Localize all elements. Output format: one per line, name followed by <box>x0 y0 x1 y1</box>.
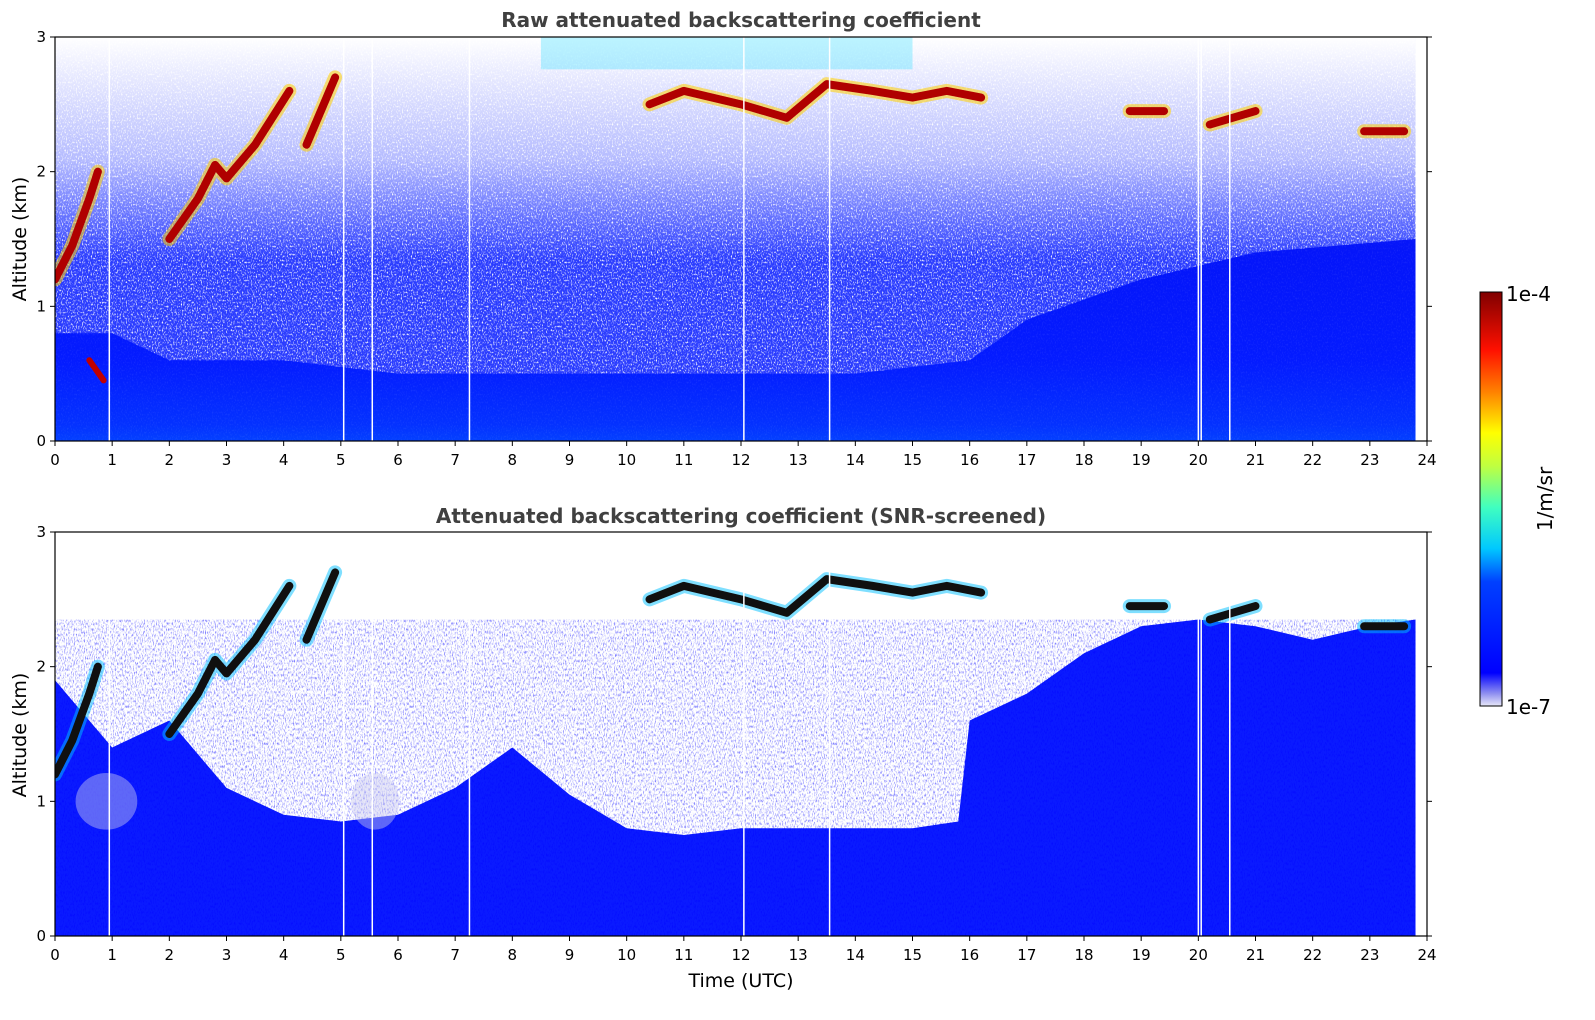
x-tick-label: 7 <box>450 451 460 469</box>
raw-heatmap-layer <box>55 37 1427 441</box>
raw-cloud-layer <box>302 73 340 149</box>
screened-cloud-layer <box>165 581 294 738</box>
screened-cloud-layer <box>1205 602 1260 624</box>
raw-boundary-layer <box>55 239 1416 441</box>
x-tick-label: 0 <box>50 946 60 964</box>
y-tick-label: 1 <box>36 792 46 810</box>
screened-panel-title: Attenuated backscattering coefficient (S… <box>436 504 1046 528</box>
x-tick-label: 7 <box>450 946 460 964</box>
x-tick-label: 20 <box>1189 946 1208 964</box>
x-tick-label: 0 <box>50 451 60 469</box>
x-tick-label: 12 <box>731 946 750 964</box>
x-tick-label: 23 <box>1360 451 1379 469</box>
x-tick-label: 20 <box>1189 451 1208 469</box>
x-tick-label: 5 <box>336 946 346 964</box>
colorbar-unit-label: 1/m/sr <box>1533 466 1557 531</box>
screened-aerosol-patch <box>351 773 400 830</box>
no-data-region <box>1415 37 1427 441</box>
x-tick-label: 17 <box>1017 946 1036 964</box>
screened-ylabel: Altitude (km) <box>9 673 31 798</box>
x-tick-label: 2 <box>165 946 175 964</box>
raw-ylabel: Altitude (km) <box>9 177 31 302</box>
x-tick-label: 18 <box>1074 946 1093 964</box>
y-tick-label: 3 <box>36 28 46 46</box>
x-tick-label: 19 <box>1132 451 1151 469</box>
raw-low-cloud <box>86 357 107 384</box>
x-tick-label: 11 <box>674 451 693 469</box>
x-tick-label: 13 <box>789 946 808 964</box>
colorbar-min-label: 1e-7 <box>1506 695 1551 719</box>
y-tick-label: 1 <box>36 297 46 315</box>
x-tick-label: 2 <box>165 451 175 469</box>
colorbar: 1e-4 1e-7 1/m/sr <box>1479 282 1557 719</box>
x-tick-label: 11 <box>674 946 693 964</box>
screened-cloud-layer <box>645 575 986 617</box>
x-tick-label: 13 <box>789 451 808 469</box>
x-tick-label: 22 <box>1303 451 1322 469</box>
x-tick-label: 24 <box>1417 451 1436 469</box>
x-tick-label: 8 <box>508 946 518 964</box>
x-tick-label: 15 <box>903 451 922 469</box>
raw-upper-cyan-noise <box>540 37 913 70</box>
y-tick-label: 2 <box>36 163 46 181</box>
x-tick-label: 1 <box>107 451 117 469</box>
screened-texture <box>55 619 1416 936</box>
x-tick-label: 4 <box>279 451 289 469</box>
x-tick-label: 24 <box>1417 946 1436 964</box>
x-tick-label: 4 <box>279 946 289 964</box>
screened-cloud-layer <box>55 662 102 779</box>
x-tick-label: 14 <box>846 451 865 469</box>
x-tick-label: 6 <box>393 451 403 469</box>
raw-backscatter-panel: Raw attenuated backscattering coefficien… <box>9 8 1437 469</box>
x-tick-label: 21 <box>1246 451 1265 469</box>
x-tick-label: 18 <box>1074 451 1093 469</box>
raw-cloud-layer <box>55 167 102 284</box>
x-tick-label: 23 <box>1360 946 1379 964</box>
screened-backscatter-panel: Attenuated backscattering coefficient (S… <box>9 504 1437 992</box>
x-tick-label: 12 <box>731 451 750 469</box>
raw-cloud-layer <box>165 86 294 243</box>
raw-panel-title: Raw attenuated backscattering coefficien… <box>501 8 981 32</box>
y-tick-label: 2 <box>36 658 46 676</box>
screened-heatmap-layer <box>55 532 1427 936</box>
y-tick-label: 3 <box>36 523 46 541</box>
x-tick-label: 3 <box>222 946 232 964</box>
x-tick-label: 10 <box>617 946 636 964</box>
raw-upper-fade <box>55 37 1416 260</box>
x-tick-label: 1 <box>107 946 117 964</box>
y-tick-label: 0 <box>36 432 46 450</box>
screened-xlabel: Time (UTC) <box>687 970 793 992</box>
x-tick-label: 16 <box>960 946 979 964</box>
x-tick-label: 15 <box>903 946 922 964</box>
screened-cloud-layer <box>302 568 340 644</box>
y-tick-label: 0 <box>36 927 46 945</box>
x-tick-label: 17 <box>1017 451 1036 469</box>
x-tick-label: 6 <box>393 946 403 964</box>
colorbar-max-label: 1e-4 <box>1506 282 1551 306</box>
x-tick-label: 5 <box>336 451 346 469</box>
x-tick-label: 21 <box>1246 946 1265 964</box>
raw-cloud-layer <box>645 80 986 122</box>
x-tick-label: 8 <box>508 451 518 469</box>
screened-aerosol-patch <box>75 773 138 830</box>
colorbar-gradient <box>1479 291 1503 707</box>
x-tick-label: 22 <box>1303 946 1322 964</box>
screened-axes: 0 1 2 3 4 5 6 7 8 9 10 11 12 13 14 15 16 17 18 19 20 21 22 23 24… <box>36 523 1436 964</box>
no-data-region <box>1415 532 1427 936</box>
raw-cloud-layer <box>1205 107 1260 129</box>
x-tick-label: 9 <box>565 451 575 469</box>
x-tick-label: 16 <box>960 451 979 469</box>
x-tick-label: 19 <box>1132 946 1151 964</box>
x-tick-label: 10 <box>617 451 636 469</box>
x-tick-label: 9 <box>565 946 575 964</box>
x-tick-label: 3 <box>222 451 232 469</box>
raw-axes: 0 1 2 3 4 5 6 7 8 9 10 11 12 13 14 15 16 17 18 19 20 21 22 23 24… <box>36 28 1436 469</box>
x-tick-label: 14 <box>846 946 865 964</box>
